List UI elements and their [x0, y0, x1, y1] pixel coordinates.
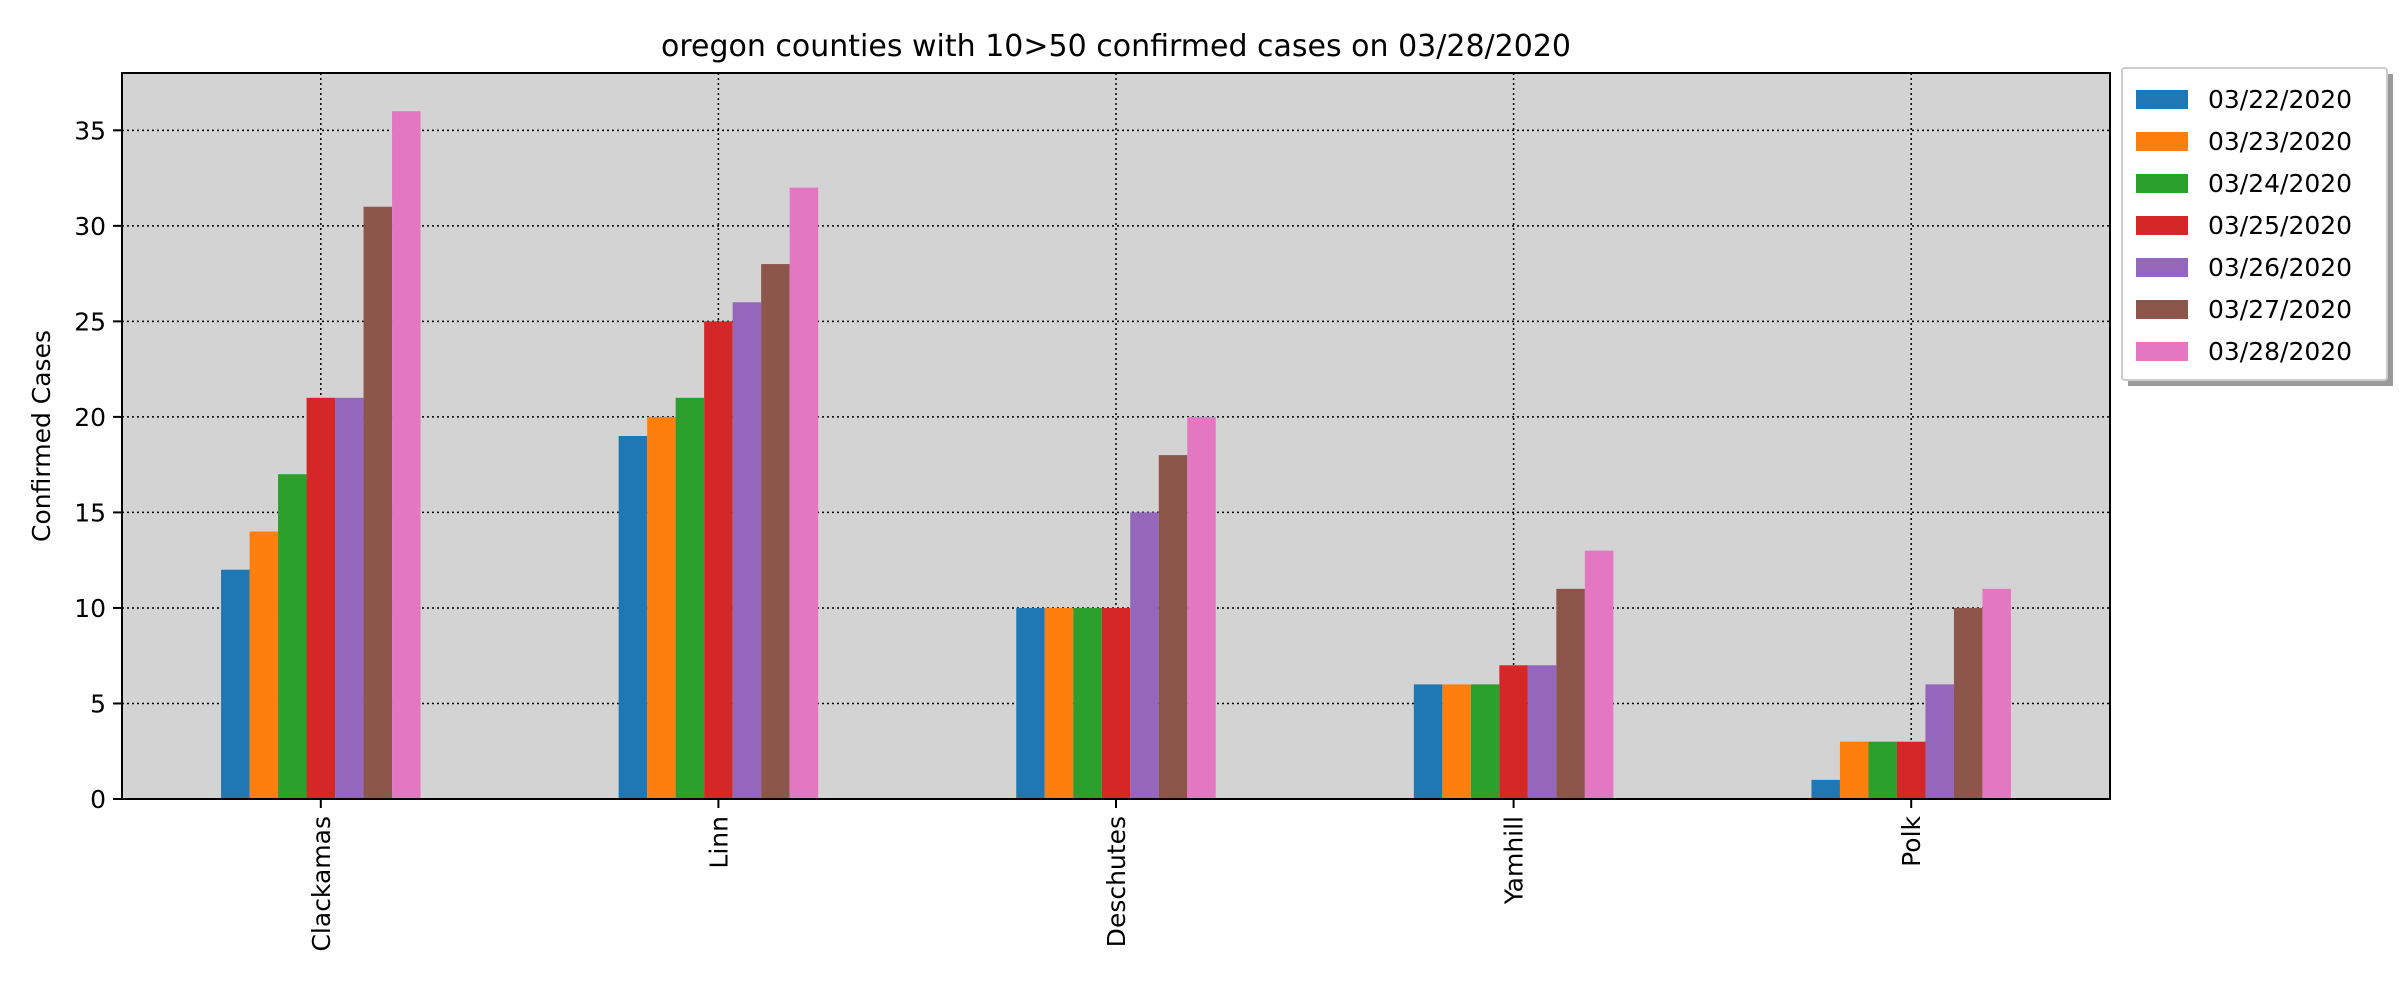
- y-axis-label: Confirmed Cases: [27, 330, 56, 542]
- y-tick-label: 20: [74, 403, 106, 432]
- x-tick-label: Clackamas: [307, 816, 336, 952]
- bar: [1527, 665, 1557, 799]
- legend-label: 03/28/2020: [2208, 337, 2352, 366]
- bar: [1499, 665, 1528, 799]
- bar: [1953, 607, 1983, 799]
- legend-label: 03/27/2020: [2208, 295, 2352, 324]
- x-tick-label: Polk: [1897, 815, 1926, 866]
- y-tick-label: 10: [74, 594, 106, 623]
- x-tick-label: Yamhill: [1500, 816, 1529, 905]
- legend-label: 03/24/2020: [2208, 169, 2352, 198]
- legend-swatch: [2136, 174, 2188, 193]
- bar: [1130, 512, 1159, 799]
- bar: [732, 302, 762, 799]
- bar: [249, 531, 279, 799]
- bar: [1413, 684, 1443, 799]
- y-axis: 0 5 10 15 20 25 30 35: [74, 116, 122, 814]
- bars-layer: [221, 111, 2011, 800]
- y-tick-label: 5: [90, 689, 106, 718]
- bar: [1442, 684, 1471, 799]
- y-tick-label: 25: [74, 307, 106, 336]
- bar: [675, 397, 705, 799]
- bar: [761, 264, 790, 800]
- y-tick-label: 30: [74, 212, 106, 241]
- legend-label: 03/25/2020: [2208, 211, 2352, 240]
- bar: [1839, 741, 1869, 799]
- legend-swatch: [2136, 90, 2188, 109]
- legend: 03/22/2020 03/23/2020 03/24/2020 03/25/2020…: [2121, 67, 2393, 386]
- bar: [363, 206, 393, 800]
- y-tick-label: 35: [74, 116, 106, 145]
- bar: [306, 397, 336, 799]
- legend-box: [2121, 67, 2388, 381]
- bar: [1158, 455, 1188, 799]
- x-tick-label: Linn: [704, 816, 733, 869]
- bar: [1982, 588, 2011, 799]
- bar: [1811, 779, 1840, 799]
- legend-swatch: [2136, 342, 2188, 361]
- bar: [1470, 684, 1500, 799]
- legend-swatch: [2136, 216, 2188, 235]
- bar: [704, 321, 733, 799]
- bar: [1584, 550, 1614, 799]
- bar: [1187, 416, 1216, 799]
- bar: [1044, 607, 1074, 799]
- legend-label: 03/23/2020: [2208, 127, 2352, 156]
- bar: [1896, 741, 1926, 799]
- bar: [1556, 588, 1585, 799]
- bar: [647, 416, 676, 799]
- chart-title: oregon counties with 10>50 confirmed cas…: [661, 29, 1571, 64]
- legend-swatch: [2136, 300, 2188, 319]
- x-axis: Clackamas Linn Deschutes Yamhill Polk: [307, 799, 1926, 952]
- legend-swatch: [2136, 132, 2188, 151]
- bar: [278, 474, 307, 799]
- x-tick-label: Deschutes: [1102, 816, 1131, 947]
- bar: [789, 187, 819, 799]
- bar: [618, 436, 648, 799]
- bar: [221, 569, 250, 799]
- legend-swatch: [2136, 258, 2188, 277]
- legend-label: 03/26/2020: [2208, 253, 2352, 282]
- bar: [335, 397, 364, 799]
- bar: [1925, 684, 1954, 799]
- bar: [1101, 607, 1131, 799]
- bar: [1016, 607, 1045, 799]
- legend-label: 03/22/2020: [2208, 85, 2352, 114]
- y-tick-label: 15: [74, 498, 106, 527]
- bar: [1073, 607, 1102, 799]
- bar: [392, 111, 421, 800]
- bar: [1868, 741, 1897, 799]
- y-tick-label: 0: [90, 785, 106, 814]
